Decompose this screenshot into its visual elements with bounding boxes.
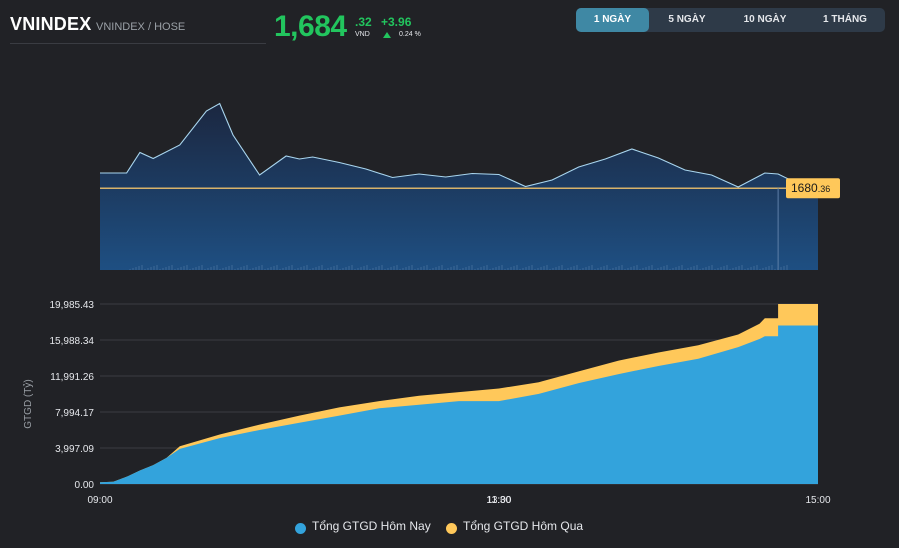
tab-1-month[interactable]: 1 THÁNG — [823, 14, 867, 25]
x-tick-label: 09:00 — [87, 495, 112, 506]
price-area-fill — [100, 103, 818, 270]
y-tick-label: 7,994.17 — [55, 408, 94, 419]
y-tick-label: 0.00 — [75, 480, 95, 491]
reference-price-value: 1680.36 — [791, 181, 830, 195]
volume-bars — [129, 265, 788, 270]
legend-yesterday-label: Tổng GTGD Hôm Qua — [463, 519, 584, 533]
y-tick-labels: 0.00 3,997.09 7,994.17 11,991.26 15,988.34 19… — [50, 300, 95, 491]
up-arrow-icon — [383, 32, 391, 38]
price-chart: 1680.36 — [100, 102, 840, 270]
price-unit: VND — [355, 31, 370, 38]
legend-today-label: Tổng GTGD Hôm Nay — [312, 519, 431, 533]
x-tick-label: 13:00 — [486, 495, 511, 506]
trading-value-chart: 0.00 3,997.09 7,994.17 11,991.26 15,988.34 19… — [22, 300, 831, 506]
x-tick-label: 11:30 — [487, 495, 512, 506]
tab-5-days[interactable]: 5 NGÀY — [668, 14, 706, 25]
x-tick-label: 15:00 — [805, 495, 830, 506]
price-decimal: .32 — [355, 15, 372, 29]
y-tick-label: 15,988.34 — [50, 336, 95, 347]
y-axis-label: GTGD (Tỷ) — [22, 379, 34, 428]
price-integer: 1,684 — [274, 10, 347, 43]
index-subtitle: VNINDEX / HOSE — [96, 21, 186, 33]
y-tick-label: 19,985.43 — [50, 300, 95, 311]
tab-10-days[interactable]: 10 NGÀY — [743, 14, 787, 25]
today-area — [100, 325, 818, 484]
reference-price-tag — [786, 178, 840, 199]
period-tabs: 1 NGÀY 5 NGÀY 10 NGÀY 1 THÁNG — [576, 8, 885, 32]
y-tick-label: 11,991.26 — [50, 372, 94, 383]
price-change: +3.96 — [381, 15, 412, 29]
y-tick-label: 3,997.09 — [55, 444, 94, 455]
header-divider — [10, 43, 266, 44]
legend-today-dot — [295, 523, 306, 534]
index-title: VNINDEX — [10, 14, 92, 34]
price-change-percent: 0.24 % — [399, 31, 421, 38]
legend-yesterday-dot — [446, 523, 457, 534]
tab-1-day[interactable]: 1 NGÀY — [576, 8, 649, 32]
price-line — [100, 102, 818, 188]
